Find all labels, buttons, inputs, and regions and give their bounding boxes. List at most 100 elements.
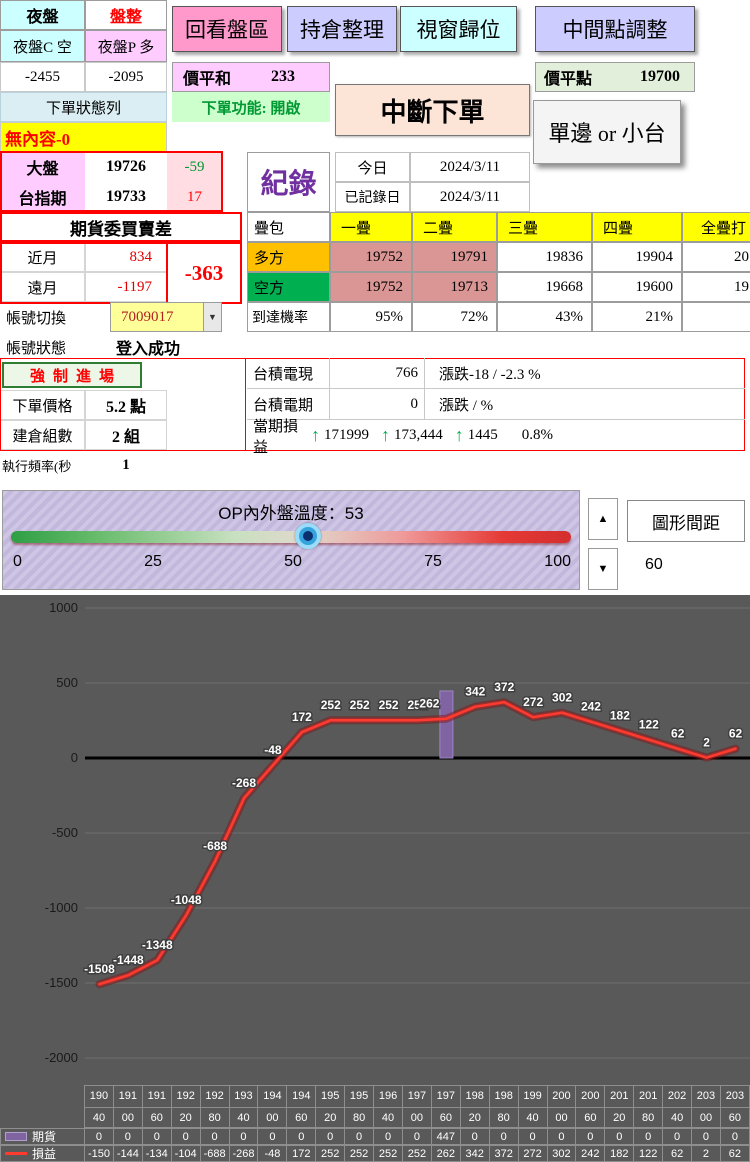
up-arrow-icon: ↑ xyxy=(454,425,464,445)
x-axis-label: 192 80 xyxy=(199,1085,230,1128)
tick-label-0: 0 xyxy=(13,553,22,570)
legend-value: 0 xyxy=(401,1128,432,1145)
tick-label-50: 50 xyxy=(284,553,302,570)
temperature-slider-handle[interactable] xyxy=(294,523,321,549)
night-session-header: 夜盤 xyxy=(0,0,85,30)
reach-probability-label: 到達機率 xyxy=(247,302,330,332)
recorded-date-label: 已記錄日 xyxy=(335,182,410,212)
up-arrow-icon: ↑ xyxy=(381,425,390,445)
legend-value: 0 xyxy=(604,1128,635,1145)
legend-value: 447 xyxy=(430,1128,461,1145)
legend-value: 122 xyxy=(633,1145,664,1162)
x-axis-label: 192 20 xyxy=(170,1085,201,1128)
temperature-panel: OP內外盤溫度：53 0 25 50 75 100 xyxy=(2,490,580,590)
legend-value: 0 xyxy=(286,1128,317,1145)
frequency-value: 1 xyxy=(122,456,130,473)
reach-probability-2: 72% xyxy=(412,302,497,332)
x-axis-label: 202 40 xyxy=(662,1085,693,1128)
legend-value: 0 xyxy=(488,1128,519,1145)
position-management-button[interactable]: 持倉整理 xyxy=(287,6,397,52)
stack-header-4: 四疊 xyxy=(592,212,682,242)
bear-value-2: 19713 xyxy=(412,272,497,302)
x-axis-spacer xyxy=(0,1085,85,1128)
bull-value-1: 19752 xyxy=(330,242,412,272)
today-date: 2024/3/11 xyxy=(410,152,530,182)
window-reset-button[interactable]: 視窗歸位 xyxy=(400,6,517,52)
panel-divider xyxy=(245,358,246,451)
spread-diff-value: -363 xyxy=(184,260,224,285)
account-id-dropdown[interactable]: 7009017 ▼ xyxy=(110,302,222,332)
data-point-label: 252 xyxy=(407,698,427,712)
legend-key-futures: 期貨 xyxy=(0,1128,85,1145)
side-or-mini-button[interactable]: 單邊 or 小台 xyxy=(533,100,681,164)
data-point-label: 242 xyxy=(581,700,601,714)
x-axis-label: 197 60 xyxy=(430,1085,461,1128)
x-axis-label: 200 60 xyxy=(575,1085,606,1128)
legend-name-futures: 期貨 xyxy=(32,1130,57,1144)
legend-value: 0 xyxy=(141,1128,172,1145)
midpoint-adjust-button[interactable]: 中間點調整 xyxy=(535,6,695,52)
legend-value: 0 xyxy=(112,1128,143,1145)
legend-value: 342 xyxy=(459,1145,490,1162)
legend-values-futures: 0 0 0 0 0 0 0 0 0 0 0 0 447 0 0 0 0 0 0 0 0 0 0 xyxy=(84,1128,750,1145)
x-axis-label: 195 80 xyxy=(344,1085,375,1128)
interrupt-order-button[interactable]: 中斷下單 xyxy=(335,84,530,136)
legend-value: 252 xyxy=(401,1145,432,1162)
data-point-label: 2 xyxy=(703,736,710,750)
record-button[interactable]: 紀錄 xyxy=(247,152,330,212)
y-axis-tick-label: -500 xyxy=(52,825,78,840)
legend-value: 0 xyxy=(546,1128,577,1145)
data-point-label: -1348 xyxy=(142,938,173,952)
up-arrow-icon: ↑ xyxy=(311,425,320,445)
data-point-label: 62 xyxy=(671,727,685,741)
pl-line xyxy=(95,698,740,989)
bull-value-4: 19904 xyxy=(592,242,682,272)
data-point-label: -48 xyxy=(264,743,282,757)
x-axis-label: 199 40 xyxy=(517,1085,548,1128)
data-point-label: 262 xyxy=(419,697,439,711)
bull-value-all: 20 xyxy=(682,242,750,272)
price-point-label: 價平點 xyxy=(544,71,593,88)
lots-label: 建倉組數 xyxy=(0,420,85,450)
legend-value: 0 xyxy=(199,1128,230,1145)
legend-value: 0 xyxy=(344,1128,375,1145)
legend-value: 272 xyxy=(517,1145,548,1162)
stack-header-2: 二疊 xyxy=(412,212,497,242)
data-point-label: -1448 xyxy=(113,953,144,967)
x-axis-label: 203 00 xyxy=(691,1085,721,1128)
account-status-value: 登入成功 xyxy=(116,341,181,358)
data-point-label: 342 xyxy=(465,685,485,699)
y-axis-tick-label: -2000 xyxy=(45,1050,78,1065)
tsmc-spot-row: 台積電現 766 漲跌-18 / -2.3 % xyxy=(247,358,745,389)
bear-value-3: 19668 xyxy=(497,272,592,302)
legend-value: 0 xyxy=(691,1128,721,1145)
chart-spacing-label: 圖形間距 xyxy=(627,500,745,542)
x-axis-label: 194 60 xyxy=(286,1085,317,1128)
chevron-down-icon[interactable]: ▼ xyxy=(203,303,221,331)
night-put-label: 夜盤P 多 xyxy=(85,30,167,62)
review-market-button[interactable]: 回看盤區 xyxy=(172,6,282,52)
market-mode-label: 盤整 xyxy=(85,0,167,30)
data-point-label: 172 xyxy=(292,710,312,724)
spinner-up-button[interactable]: ▲ xyxy=(588,498,618,540)
data-point-label: -688 xyxy=(203,839,227,853)
temperature-title: OP內外盤溫度：53 xyxy=(218,504,364,523)
x-axis-label: 191 00 xyxy=(112,1085,143,1128)
recorded-date: 2024/3/11 xyxy=(410,182,530,212)
x-axis-label: 195 20 xyxy=(315,1085,346,1128)
stack-corner-label: 疊包 xyxy=(247,212,330,242)
period-pl-value-3: 1445 xyxy=(467,427,498,443)
taiex-change: -59 xyxy=(167,152,222,182)
tsmc-spot-value: 766 xyxy=(330,358,425,388)
legend-value: 0 xyxy=(228,1128,259,1145)
bear-value-all: 19 xyxy=(682,272,750,302)
force-entry-button[interactable]: 強制進場 xyxy=(2,362,142,388)
chart-spacing-value[interactable]: 60 xyxy=(645,556,663,573)
x-axis-label: 198 80 xyxy=(488,1085,519,1128)
temperature-slider-track[interactable] xyxy=(11,531,571,543)
order-price-label: 下單價格 xyxy=(0,390,85,420)
spinner-down-button[interactable]: ▼ xyxy=(588,548,618,590)
legend-row-pl: 損益 -150 -144 -134 -104 -688 -268 -48 172 252 252 2… xyxy=(0,1145,750,1162)
tick-label-25: 25 xyxy=(144,553,162,570)
order-status-bar-label: 下單狀態列 xyxy=(0,92,167,122)
